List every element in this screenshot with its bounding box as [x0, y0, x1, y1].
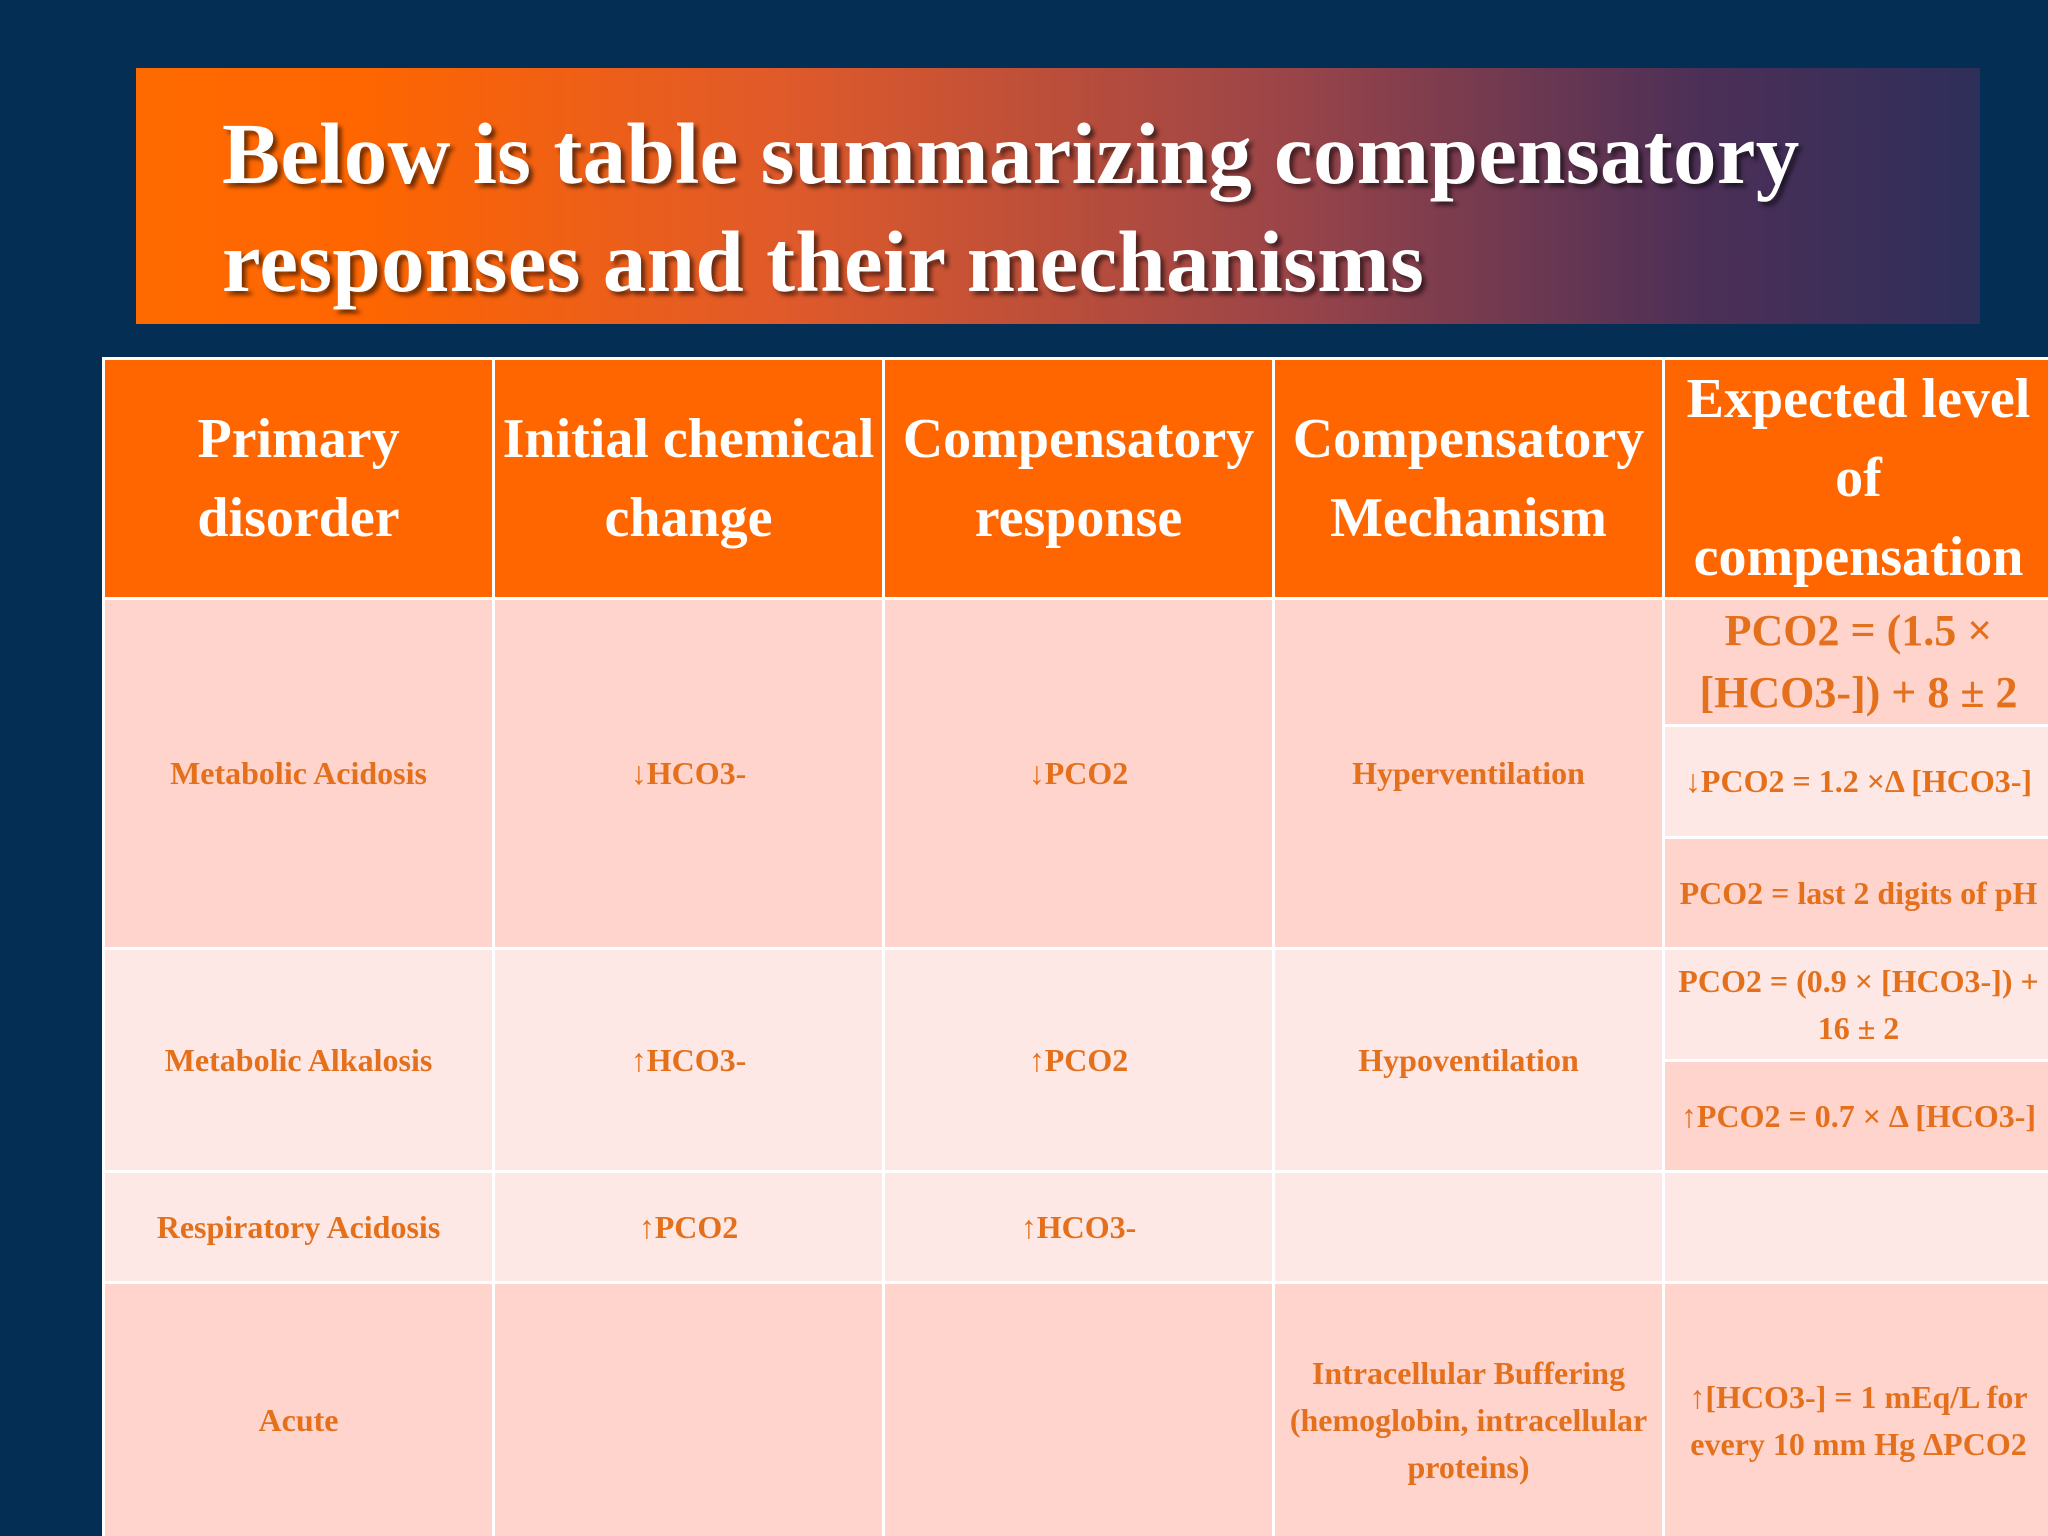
- header-initial-change: Initial chemical change: [492, 357, 885, 600]
- cell-disorder: Respiratory Acidosis: [102, 1170, 495, 1284]
- header-compensatory-response: Compensatory response: [882, 357, 1275, 600]
- cell-response: ↑HCO3-: [882, 1170, 1275, 1284]
- compensation-table: Primary disorder Initial chemical change…: [102, 357, 2048, 1536]
- table-row: Metabolic Alkalosis ↑HCO3- ↑PCO2 Hypoven…: [102, 947, 2048, 1173]
- cell-mechanism: Hypoventilation: [1272, 947, 1665, 1173]
- cell-expected: PCO2 = (0.9 × [HCO3-]) + 16 ± 2: [1662, 947, 2048, 1062]
- cell-initial-change: ↑PCO2: [492, 1170, 885, 1284]
- table-row: Metabolic Acidosis ↓HCO3- ↓PCO2 Hyperven…: [102, 597, 2048, 950]
- cell-mechanism: Intracellular Buffering (hemoglobin, int…: [1272, 1281, 1665, 1536]
- cell-disorder: Acute: [102, 1281, 495, 1536]
- cell-response: [882, 1281, 1275, 1536]
- table-row: Respiratory Acidosis ↑PCO2 ↑HCO3-: [102, 1170, 2048, 1284]
- cell-response: ↓PCO2: [882, 597, 1275, 950]
- table-subrow: PCO2 = last 2 digits of pH: [104, 836, 2048, 950]
- cell-mechanism: Hyperventilation: [1272, 597, 1665, 950]
- title-banner: Below is table summarizing compensatory …: [136, 68, 1980, 324]
- header-expected-level: Expected level of compensation: [1662, 357, 2048, 600]
- cell-expected: [1662, 1170, 2048, 1284]
- cell-expected: PCO2 = last 2 digits of pH: [1662, 836, 2048, 950]
- cell-initial-change: [492, 1281, 885, 1536]
- cell-initial-change: ↑HCO3-: [492, 947, 885, 1173]
- cell-disorder: Metabolic Acidosis: [102, 597, 495, 950]
- table-row: Acute Intracellular Buffering (hemoglobi…: [102, 1281, 2048, 1536]
- cell-expected: ↑PCO2 = 0.7 × Δ [HCO3-]: [1662, 1059, 2048, 1173]
- cell-expected: ↑[HCO3-] = 1 mEq/L for every 10 mm Hg ΔP…: [1662, 1281, 2048, 1536]
- cell-expected: ↓PCO2 = 1.2 ×Δ [HCO3-]: [1662, 724, 2048, 839]
- cell-disorder: Metabolic Alkalosis: [102, 947, 495, 1173]
- cell-mechanism: [1272, 1170, 1665, 1284]
- table-subrow: ↑PCO2 = 0.7 × Δ [HCO3-]: [104, 1059, 2048, 1173]
- cell-response: ↑PCO2: [882, 947, 1275, 1173]
- header-primary-disorder: Primary disorder: [102, 357, 495, 600]
- table-subrow: ↓PCO2 = 1.2 ×Δ [HCO3-]: [104, 724, 2048, 839]
- cell-initial-change: ↓HCO3-: [492, 597, 885, 950]
- header-compensatory-mechanism: Compensatory Mechanism: [1272, 357, 1665, 600]
- cell-expected: PCO2 = (1.5 × [HCO3-]) + 8 ± 2: [1662, 597, 2048, 727]
- table-header-row: Primary disorder Initial chemical change…: [102, 357, 2048, 600]
- slide-title: Below is table summarizing compensatory …: [222, 105, 1800, 310]
- compensation-table-container: Primary disorder Initial chemical change…: [102, 357, 2048, 1536]
